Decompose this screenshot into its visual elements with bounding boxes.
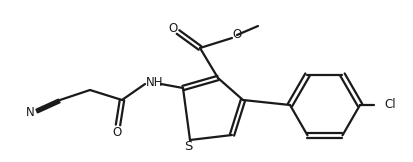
Text: O: O — [112, 127, 121, 139]
Text: O: O — [232, 29, 241, 41]
Text: O: O — [168, 22, 177, 35]
Text: Cl: Cl — [383, 98, 395, 111]
Text: NH: NH — [146, 76, 164, 89]
Text: N: N — [26, 105, 34, 118]
Text: S: S — [183, 140, 192, 154]
